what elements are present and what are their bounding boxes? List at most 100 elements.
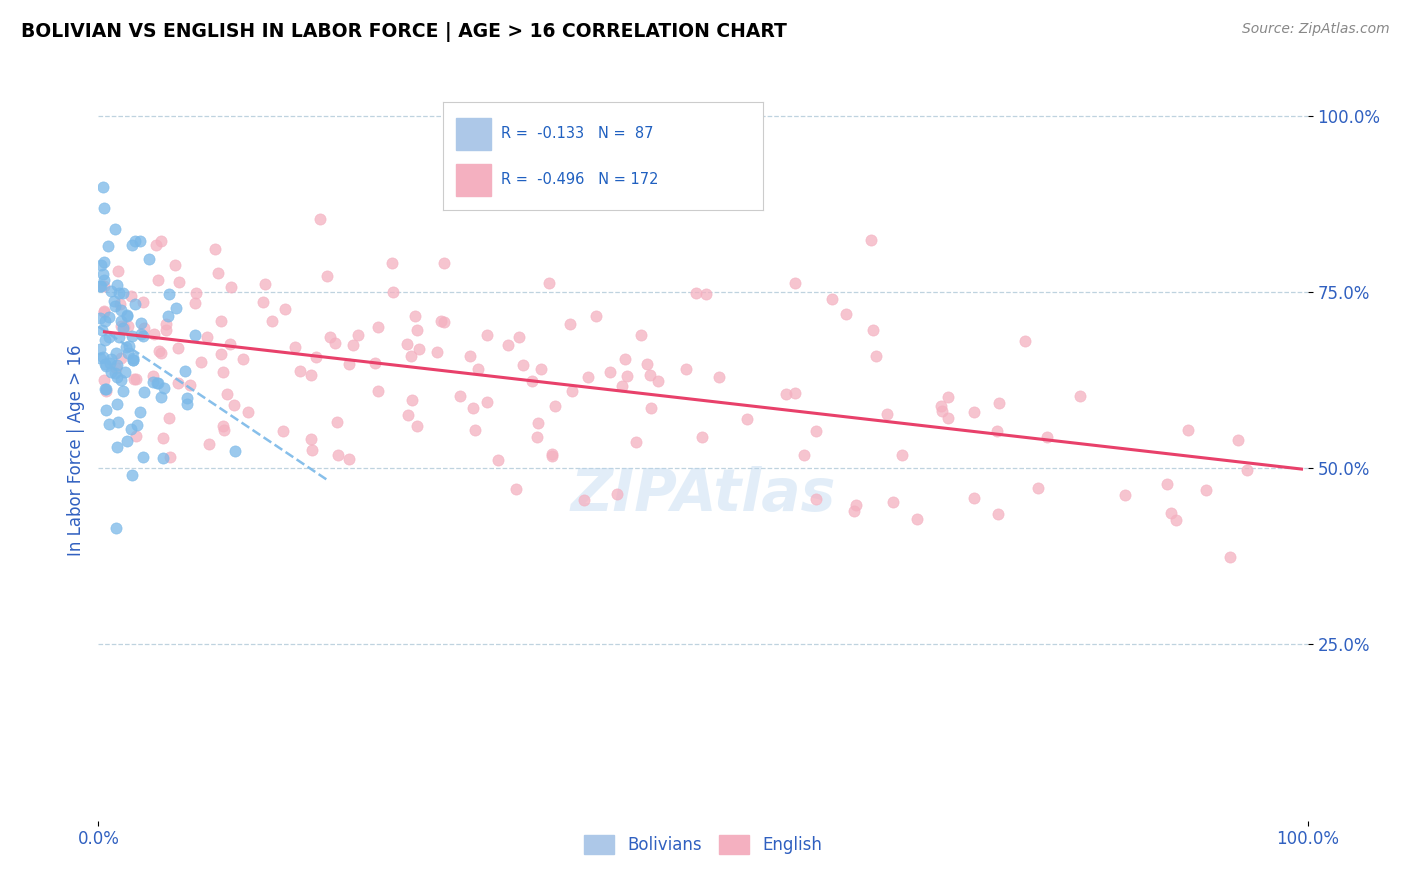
Point bbox=[520, 374, 543, 388]
Point bbox=[110, 351, 132, 366]
Point bbox=[396, 408, 419, 422]
Point bbox=[316, 268, 339, 283]
Point bbox=[211, 419, 233, 434]
Point bbox=[1156, 477, 1178, 491]
Point bbox=[876, 407, 898, 421]
Point bbox=[104, 361, 127, 376]
Point bbox=[103, 293, 125, 308]
Point bbox=[94, 357, 117, 371]
Point bbox=[125, 429, 148, 443]
Legend: Bolivians, English: Bolivians, English bbox=[578, 828, 828, 861]
Point bbox=[112, 319, 135, 334]
Point bbox=[865, 350, 887, 364]
Point bbox=[309, 211, 332, 226]
Point bbox=[1014, 334, 1036, 348]
Point bbox=[148, 344, 170, 359]
Point bbox=[115, 308, 138, 322]
Point bbox=[104, 366, 127, 380]
Point bbox=[429, 314, 451, 328]
Point bbox=[464, 423, 486, 437]
Point bbox=[150, 234, 173, 248]
Point bbox=[117, 346, 139, 360]
Point bbox=[159, 450, 181, 465]
Point bbox=[486, 453, 509, 467]
Point bbox=[695, 286, 717, 301]
Point bbox=[1177, 423, 1199, 437]
Point bbox=[835, 307, 858, 321]
Point bbox=[142, 368, 165, 383]
Point bbox=[94, 314, 117, 328]
Point bbox=[132, 321, 155, 335]
Point bbox=[260, 314, 283, 328]
Point bbox=[122, 372, 145, 386]
Point bbox=[236, 404, 259, 418]
Point bbox=[541, 447, 564, 461]
Point bbox=[526, 430, 548, 444]
Text: ZIPAtlas: ZIPAtlas bbox=[571, 467, 835, 524]
Point bbox=[606, 486, 628, 500]
Point bbox=[299, 368, 322, 383]
Point bbox=[174, 364, 197, 378]
Point bbox=[987, 396, 1010, 410]
Point bbox=[93, 382, 115, 396]
Point bbox=[111, 286, 134, 301]
Point bbox=[561, 384, 583, 398]
Point bbox=[793, 449, 815, 463]
Point bbox=[104, 222, 127, 236]
Point bbox=[107, 330, 129, 344]
Point bbox=[1219, 549, 1241, 564]
Point bbox=[94, 382, 117, 396]
Point bbox=[91, 323, 114, 337]
Point bbox=[1236, 462, 1258, 476]
Point bbox=[624, 434, 647, 449]
Point bbox=[195, 329, 218, 343]
Point bbox=[94, 334, 117, 348]
Point bbox=[224, 444, 246, 458]
Point bbox=[475, 395, 498, 409]
Point bbox=[367, 384, 389, 398]
Point bbox=[155, 322, 177, 336]
Point bbox=[396, 337, 419, 351]
Point bbox=[110, 374, 132, 388]
Point bbox=[675, 361, 697, 376]
Point bbox=[115, 309, 138, 323]
Point bbox=[467, 362, 489, 376]
Point bbox=[775, 386, 797, 401]
Point bbox=[1114, 488, 1136, 502]
Point bbox=[155, 317, 177, 331]
Point bbox=[640, 368, 662, 382]
Point bbox=[105, 277, 128, 292]
Point bbox=[143, 326, 166, 341]
Point bbox=[89, 279, 111, 293]
Text: Source: ZipAtlas.com: Source: ZipAtlas.com bbox=[1241, 22, 1389, 37]
Point bbox=[131, 329, 153, 343]
Point bbox=[114, 340, 136, 354]
Point bbox=[323, 335, 346, 350]
Point bbox=[121, 329, 143, 343]
Point bbox=[105, 370, 128, 384]
Point bbox=[544, 400, 567, 414]
Point bbox=[127, 418, 149, 433]
Point bbox=[91, 179, 114, 194]
Point bbox=[93, 305, 115, 319]
Point bbox=[475, 328, 498, 343]
Point bbox=[148, 273, 170, 287]
Point bbox=[576, 370, 599, 384]
Point bbox=[735, 412, 758, 426]
Point bbox=[319, 330, 342, 344]
Point bbox=[783, 386, 806, 401]
Point bbox=[129, 404, 152, 418]
Point bbox=[862, 323, 884, 337]
Point bbox=[537, 277, 560, 291]
Point bbox=[305, 350, 328, 364]
Point bbox=[96, 384, 118, 398]
Point bbox=[93, 202, 115, 216]
Point bbox=[274, 302, 297, 317]
Point bbox=[363, 356, 385, 370]
Point bbox=[89, 351, 111, 365]
Point bbox=[929, 400, 952, 414]
Point bbox=[630, 327, 652, 342]
Point bbox=[408, 343, 430, 357]
Point bbox=[599, 365, 621, 379]
Point bbox=[157, 411, 180, 425]
